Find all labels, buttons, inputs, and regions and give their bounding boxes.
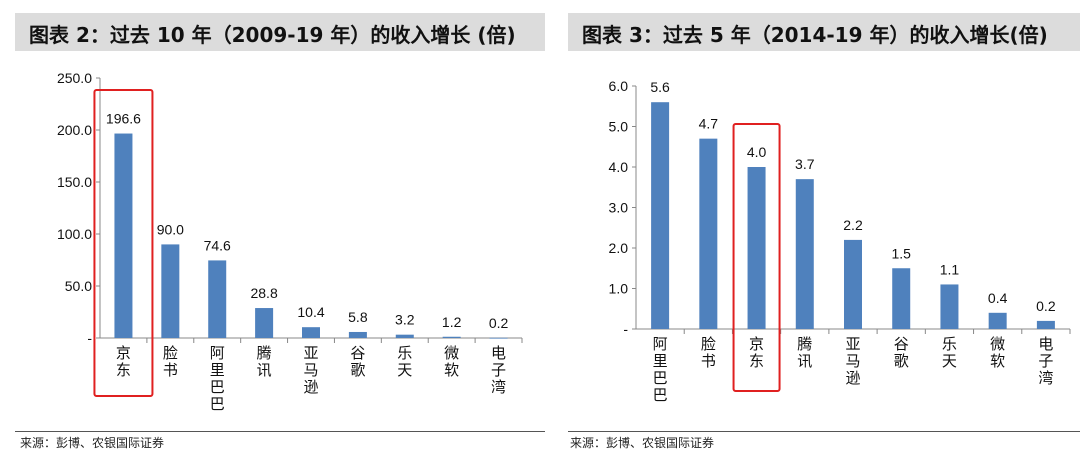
data-label: 1.1 [940,261,960,277]
data-label: 5.6 [650,79,670,95]
bar [489,337,508,339]
category-label: 阿里巴巴 [653,335,668,404]
bar [255,308,274,338]
category-label: 京东 [116,344,131,379]
category-label: 京东 [749,335,764,370]
data-label: 196.6 [106,111,141,127]
category-label: 乐天 [397,344,412,379]
highlight-box [93,89,154,397]
chart-title-bar: 图表 3：过去 5 年（2014-19 年）的收入增长(倍) [568,13,1080,51]
y-tick-label: - [87,330,92,346]
y-tick-label: 4.0 [609,159,629,175]
y-tick-label: 3.0 [609,200,629,216]
data-label: 2.2 [843,217,863,233]
bar [161,244,180,338]
bar [302,327,320,338]
y-tick-label: 200.0 [57,122,92,138]
category-label: 腾讯 [797,335,812,370]
data-label: 28.8 [250,285,277,301]
chart-title: 图表 3：过去 5 年（2014-19 年）的收入增长(倍) [582,23,1048,47]
data-label: 0.2 [1036,298,1056,314]
y-tick-label: 50.0 [65,278,92,294]
right-chart-panel: 图表 3：过去 5 年（2014-19 年）的收入增长(倍) 6.0 5.0 4.0… [568,0,1080,463]
source-divider [568,431,1080,432]
data-label: 0.2 [489,315,509,331]
bar [442,336,461,338]
bar [940,284,959,329]
category-label: 电子湾 [491,344,506,396]
data-label: 4.0 [747,144,767,160]
bar [348,331,367,338]
bar [395,334,414,338]
bar-chart-right: 6.0 5.0 4.0 3.0 2.0 1.0 - 5.6 阿里巴巴 4.7 脸书 4.0 京东 3.7 腾… [609,78,1071,404]
y-tick-label: - [623,321,628,337]
y-tick-label: 250.0 [57,70,92,86]
y-tick-label: 100.0 [57,226,92,242]
highlight-box [732,123,781,392]
bar [795,179,814,329]
category-label: 谷歌 [894,335,909,370]
data-label: 1.2 [442,314,462,330]
data-label: 10.4 [297,304,324,320]
category-label: 脸书 [701,335,716,370]
bar [844,239,862,329]
category-label: 电子湾 [1038,335,1053,387]
source-note: 来源：彭博、农银国际证券 [20,436,165,450]
y-tick-label: 150.0 [57,174,92,190]
bar [747,167,766,329]
category-label: 腾讯 [257,344,272,379]
data-label: 74.6 [204,237,231,253]
left-chart-panel: 图表 2：过去 10 年（2009-19 年）的收入增长 (倍) 250.0 20… [15,13,545,450]
bar [892,268,911,329]
data-label: 1.5 [891,245,911,261]
chart-title-bar: 图表 2：过去 10 年（2009-19 年）的收入增长 (倍) [15,13,545,51]
source-divider [15,431,545,432]
source-note: 来源：彭博、农银国际证券 [570,436,715,450]
data-label: 4.7 [699,116,719,132]
chart-title: 图表 2：过去 10 年（2009-19 年）的收入增长 (倍) [29,23,516,47]
bar [699,138,718,329]
y-tick-label: 2.0 [609,240,629,256]
bar [114,133,133,338]
category-label: 谷歌 [350,344,365,379]
data-label: 3.7 [795,156,815,172]
y-tick-label: 5.0 [609,119,629,135]
category-label: 亚马逊 [303,344,318,396]
data-label: 5.8 [348,309,368,325]
data-label: 90.0 [157,221,184,237]
bar-chart-left: 250.0 200.0 150.0 100.0 50.0 - 196.6 京东 90.0 脸书 74… [57,70,523,413]
category-label: 亚马逊 [845,335,860,387]
y-tick-label: 6.0 [609,78,629,94]
category-label: 脸书 [163,344,178,379]
category-label: 乐天 [942,335,957,370]
bar [208,260,227,338]
category-label: 阿里巴巴 [210,344,225,413]
data-label: 3.2 [395,312,415,328]
category-label: 微软 [990,335,1005,370]
bar [1036,320,1055,329]
bar [651,102,670,329]
category-label: 微软 [444,344,459,379]
data-label: 0.4 [988,290,1008,306]
bar [988,312,1007,329]
y-tick-label: 1.0 [609,281,629,297]
